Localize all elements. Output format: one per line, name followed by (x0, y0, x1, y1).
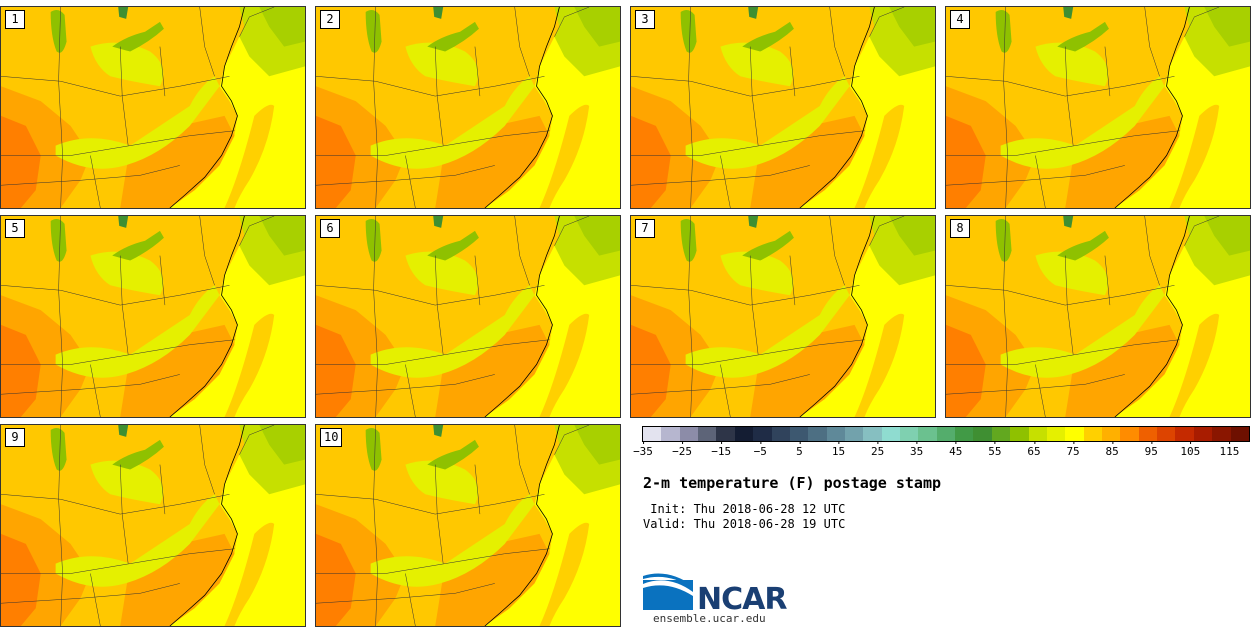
temperature-map (631, 7, 935, 208)
temperature-colorbar (642, 426, 1250, 442)
map-panel-8: 8 (945, 215, 1251, 418)
colorbar-swatch (679, 427, 699, 441)
temperature-map (316, 425, 620, 626)
member-number-label: 6 (320, 219, 340, 238)
member-number-label: 3 (635, 10, 655, 29)
colorbar-tick: 5 (796, 441, 803, 458)
logo-wordmark: NCAR (697, 582, 787, 617)
colorbar-swatch (1101, 427, 1121, 441)
temperature-map (316, 7, 620, 208)
colorbar-swatch (789, 427, 809, 441)
colorbar-tick: 115 (1220, 441, 1239, 458)
init-time: Init: Thu 2018-06-28 12 UTC (650, 502, 846, 516)
colorbar-swatch (991, 427, 1011, 441)
temperature-map (1, 7, 305, 208)
temperature-map (1, 216, 305, 417)
colorbar-tick: −35 (633, 441, 653, 458)
colorbar-tick: 45 (949, 441, 962, 458)
plot-title: 2-m temperature (F) postage stamp (643, 474, 942, 492)
colorbar-swatch (753, 427, 772, 441)
colorbar-swatch (900, 427, 919, 441)
colorbar-swatch (808, 427, 827, 441)
valid-time: Valid: Thu 2018-06-28 19 UTC (643, 517, 846, 531)
colorbar-swatch (826, 427, 845, 441)
map-panel-2: 2 (315, 6, 621, 209)
colorbar-tick: 95 (1145, 441, 1158, 458)
member-number-label: 7 (635, 219, 655, 238)
colorbar-swatch (936, 427, 956, 441)
colorbar-swatch (881, 427, 901, 441)
temperature-map (946, 7, 1250, 208)
colorbar-tick: 55 (988, 441, 1001, 458)
map-panel-3: 3 (630, 6, 936, 209)
colorbar-swatch (734, 427, 754, 441)
member-number-label: 2 (320, 10, 340, 29)
colorbar-swatch (973, 427, 992, 441)
colorbar-swatch (1138, 427, 1158, 441)
member-number-label: 9 (5, 428, 25, 447)
colorbar-tick: −5 (754, 441, 767, 458)
temperature-map (316, 216, 620, 417)
colorbar-swatch (1212, 427, 1231, 441)
map-panel-10: 10 (315, 424, 621, 627)
ncar-logo-icon (643, 573, 693, 610)
colorbar-tick-labels: −35 −25 −15 −5 5 15 25 35 45 55 65 75 85 95 105 115 (633, 441, 1248, 461)
map-panel-9: 9 (0, 424, 306, 627)
colorbar-tick: 65 (1027, 441, 1041, 458)
colorbar-swatch (1157, 427, 1176, 441)
colorbar-swatch (955, 427, 974, 441)
colorbar-swatch (863, 427, 882, 441)
colorbar-swatch (698, 427, 717, 441)
website-url: ensemble.ucar.edu (653, 612, 766, 625)
colorbar-tick: 75 (1066, 441, 1080, 458)
temperature-map (1, 425, 305, 626)
colorbar-swatch (1193, 427, 1213, 441)
colorbar-swatch (716, 427, 735, 441)
map-panel-1: 1 (0, 6, 306, 209)
colorbar-tick: 85 (1106, 441, 1119, 458)
colorbar-swatch (661, 427, 680, 441)
map-panel-6: 6 (315, 215, 621, 418)
colorbar-tick: −25 (672, 441, 692, 458)
colorbar-tick: 25 (871, 441, 884, 458)
member-number-label: 4 (950, 10, 970, 29)
colorbar-swatch (844, 427, 864, 441)
map-panel-5: 5 (0, 215, 306, 418)
member-number-label: 10 (320, 428, 343, 447)
member-number-label: 1 (5, 10, 25, 29)
colorbar-tick: 105 (1180, 441, 1200, 458)
colorbar-swatch (643, 427, 662, 441)
colorbar-swatch (1083, 427, 1102, 441)
colorbar-swatch (1230, 427, 1249, 441)
map-panel-4: 4 (945, 6, 1251, 209)
colorbar-swatch (771, 427, 790, 441)
colorbar-swatch (1010, 427, 1029, 441)
temperature-map (946, 216, 1250, 417)
map-panel-7: 7 (630, 215, 936, 418)
member-number-label: 8 (950, 219, 970, 238)
colorbar-swatch (1046, 427, 1066, 441)
colorbar-swatch (1028, 427, 1047, 441)
colorbar-tick: −15 (711, 441, 731, 458)
member-number-label: 5 (5, 219, 25, 238)
colorbar-swatch (918, 427, 937, 441)
colorbar-swatch (1120, 427, 1139, 441)
colorbar-swatch (1175, 427, 1194, 441)
colorbar-swatch (1065, 427, 1084, 441)
temperature-map (631, 216, 935, 417)
colorbar-tick: 35 (910, 441, 923, 458)
colorbar-tick: 15 (832, 441, 845, 458)
